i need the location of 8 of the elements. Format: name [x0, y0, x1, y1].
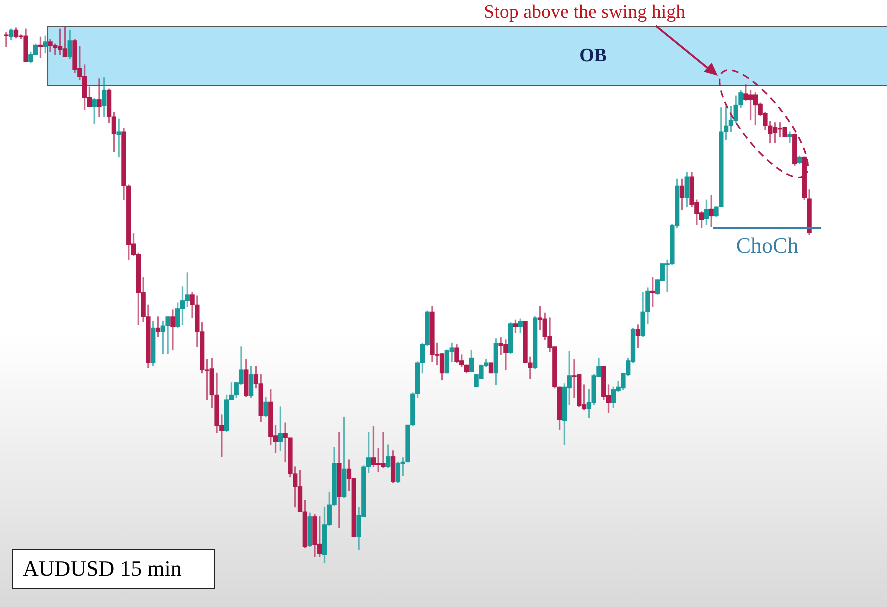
candlestick: [116, 118, 122, 158]
candlestick: [788, 132, 792, 144]
band-label: OB: [580, 45, 608, 66]
text: Stop above the swing high: [484, 2, 686, 24]
ref-line-label: ChoCh: [736, 232, 799, 258]
text: AUDUSD 15 min: [12, 549, 215, 589]
candlestick: [97, 78, 102, 118]
candlestick: [4, 32, 9, 48]
